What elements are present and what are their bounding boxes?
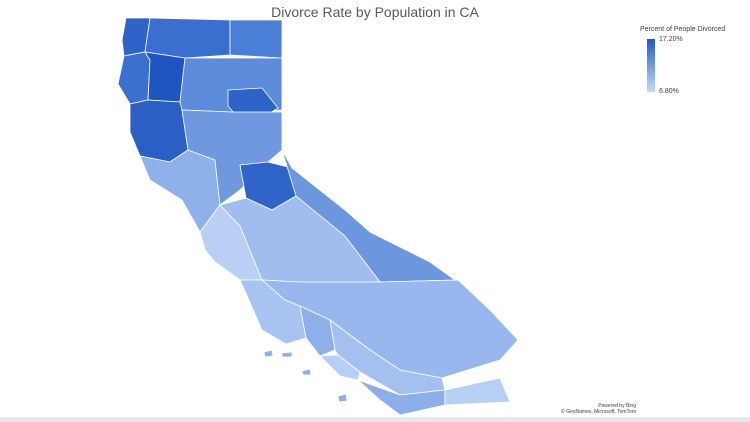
legend-min-label: 6.80%: [659, 88, 679, 95]
map-title: Divorce Rate by Population in CA: [271, 4, 479, 20]
legend-max-label: 17.20%: [659, 36, 683, 43]
legend-title: Percent of People Divorced: [640, 26, 726, 33]
map-region-north-coast-b[interactable]: [144, 17, 231, 59]
map-region-northern-interior[interactable]: [117, 51, 151, 105]
bottom-band: [0, 417, 750, 422]
map-region-shasta[interactable]: [144, 51, 186, 103]
map-attribution: Powered by Bing © GeoNames, Microsoft, T…: [561, 403, 636, 415]
map-legend: Percent of People Divorced 17.20% 6.80%: [640, 26, 750, 95]
attribution-credits: © GeoNames, Microsoft, TomTom: [561, 409, 636, 415]
map-region-imperial[interactable]: [444, 377, 511, 406]
map-region-islands[interactable]: [263, 349, 348, 403]
map-region-orange[interactable]: [319, 354, 361, 381]
map-region-san-joaquin[interactable]: [219, 195, 381, 283]
legend-color-scale: [647, 39, 655, 92]
map-region-north-coast-south[interactable]: [129, 99, 189, 163]
map-region-bay-area[interactable]: [139, 149, 221, 233]
map-region-north-east[interactable]: [229, 19, 283, 59]
attribution-powered-by: Powered by Bing: [598, 403, 636, 409]
map-region-los-angeles[interactable]: [299, 305, 336, 357]
